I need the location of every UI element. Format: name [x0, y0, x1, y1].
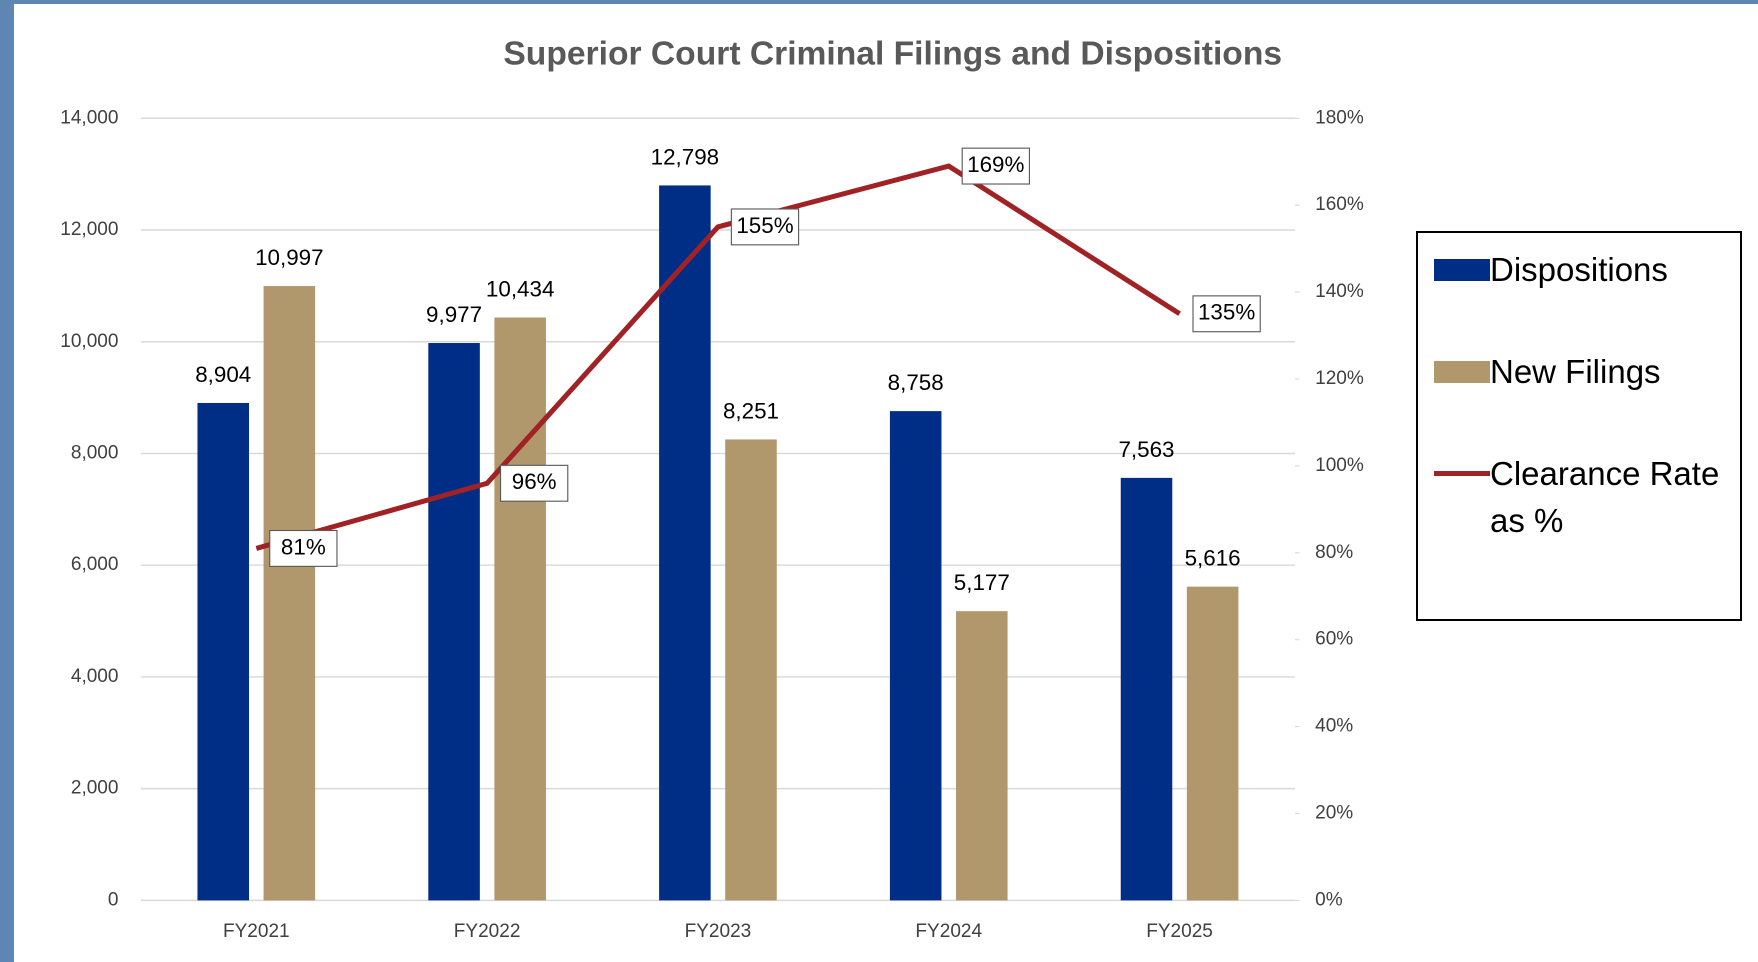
legend: Dispositions New Filings Clearance Rate as…	[1416, 231, 1742, 621]
legend-label: Clearance Rate as %	[1490, 451, 1724, 543]
data-label: 10,997	[255, 245, 323, 270]
bar	[197, 403, 249, 900]
legend-symbol	[1434, 259, 1490, 281]
data-label: 10,434	[486, 277, 554, 302]
y2-tick-label: 0%	[1315, 889, 1343, 910]
legend-item: Clearance Rate as %	[1434, 451, 1724, 543]
y-tick-label: 12,000	[60, 219, 118, 240]
data-label: 81%	[281, 534, 326, 559]
x-tick-label: FY2021	[223, 921, 290, 942]
page: Superior Court Criminal Filings and Disp…	[14, 4, 1758, 962]
bar	[1121, 478, 1173, 900]
bar	[494, 317, 546, 900]
y2-tick-label: 80%	[1315, 542, 1353, 563]
data-label: 8,758	[888, 370, 944, 395]
legend-label: Dispositions	[1490, 247, 1668, 293]
bar	[890, 411, 942, 900]
y-tick-label: 2,000	[71, 778, 119, 799]
data-label: 135%	[1198, 300, 1255, 325]
data-label: 5,616	[1185, 546, 1241, 571]
data-label: 155%	[736, 213, 793, 238]
x-tick-label: FY2024	[915, 921, 982, 942]
y2-tick-label: 40%	[1315, 716, 1353, 737]
bar	[725, 439, 777, 900]
bar	[428, 343, 480, 900]
bar	[1187, 587, 1239, 901]
y-tick-label: 8,000	[71, 442, 119, 463]
legend-label: New Filings	[1490, 349, 1661, 395]
y-tick-label: 14,000	[60, 107, 118, 128]
y2-tick-label: 20%	[1315, 803, 1353, 824]
legend-item: New Filings	[1434, 349, 1724, 395]
x-tick-label: FY2023	[685, 921, 752, 942]
data-label: 7,563	[1118, 437, 1174, 462]
bar	[264, 286, 316, 900]
line	[256, 166, 1179, 548]
bar	[956, 611, 1008, 900]
y2-tick-label: 60%	[1315, 629, 1353, 650]
legend-symbol	[1434, 361, 1490, 383]
y2-tick-label: 160%	[1315, 194, 1364, 215]
bar	[659, 185, 711, 900]
data-label: 5,177	[954, 570, 1010, 595]
data-label: 12,798	[651, 144, 719, 169]
y2-tick-label: 100%	[1315, 455, 1364, 476]
data-label: 8,251	[723, 398, 779, 423]
x-tick-label: FY2025	[1146, 921, 1213, 942]
x-tick-label: FY2022	[454, 921, 521, 942]
y-tick-label: 4,000	[71, 666, 119, 687]
legend-symbol	[1434, 463, 1490, 485]
y-tick-label: 0	[108, 889, 119, 910]
chart-title: Superior Court Criminal Filings and Disp…	[503, 35, 1282, 72]
data-label: 169%	[967, 152, 1024, 177]
y-tick-label: 6,000	[71, 554, 119, 575]
y2-tick-label: 180%	[1315, 107, 1364, 128]
legend-item: Dispositions	[1434, 247, 1724, 293]
data-label: 96%	[512, 469, 557, 494]
y2-tick-label: 120%	[1315, 368, 1364, 389]
y2-tick-label: 140%	[1315, 281, 1364, 302]
data-label: 8,904	[195, 362, 251, 387]
y-tick-label: 10,000	[60, 331, 118, 352]
data-label: 9,977	[426, 302, 482, 327]
